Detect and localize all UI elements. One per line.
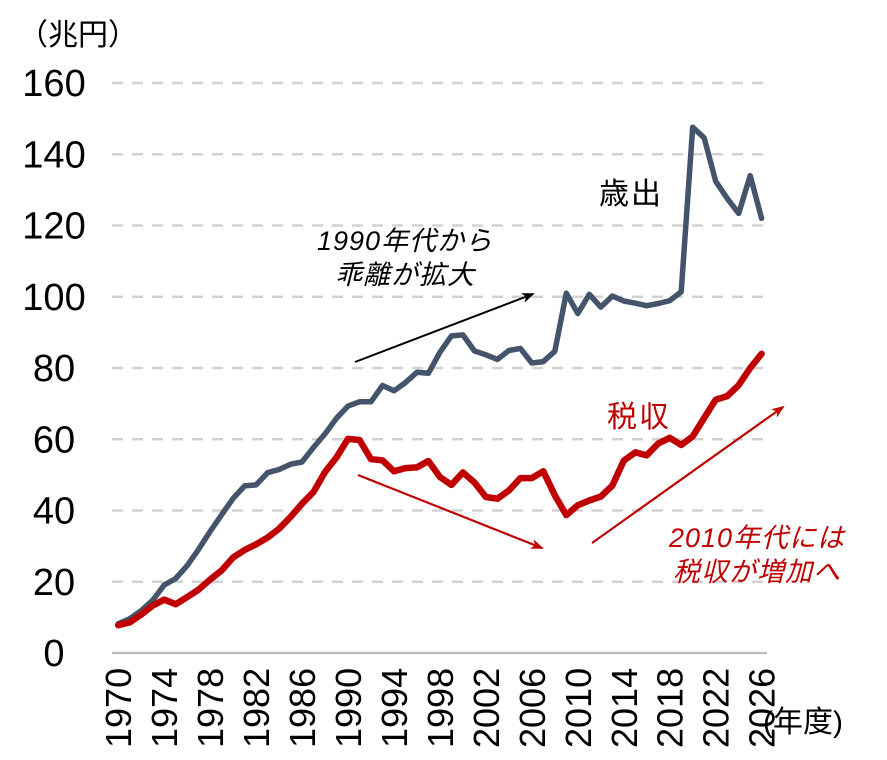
gridlines [112,81,767,655]
x-tick-2022: 2022 [696,668,737,748]
x-tick-1986: 1986 [282,668,323,748]
x-tick-2002: 2002 [466,668,507,748]
expenditure-line [115,124,765,627]
tax-revenue-line [114,350,765,629]
data-series-lines [114,124,765,629]
x-tick-2010: 2010 [558,668,599,748]
x-tick-2006: 2006 [512,668,553,748]
x-tick-2018: 2018 [650,668,691,748]
divergence-annotation-line2: 乖離が拡大 [335,260,475,290]
y-tick-20: 20 [33,562,75,604]
y-tick-100: 100 [22,277,85,319]
y-tick-60: 60 [33,419,75,461]
x-tick-1998: 1998 [420,668,461,748]
y-tick-120: 120 [22,206,85,248]
divergence-arrow [354,293,535,363]
x-axis-tick-labels: 1970 1974 1978 1982 1986 1990 1994 1998 2002 2006… [98,668,782,748]
x-tick-1990: 1990 [328,668,369,748]
x-tick-2026: 2026 [742,668,783,748]
x-tick-1978: 1978 [190,668,231,748]
x-tick-1970: 1970 [98,668,139,748]
tax-increase-annotation-line1: 2010年代には [668,523,846,553]
y-tick-80: 80 [33,348,75,390]
tax-increase-annotation: 2010年代には 税収が増加へ [650,521,864,589]
divergence-annotation: 1990年代から 乖離が拡大 [303,224,507,292]
x-tick-1982: 1982 [236,668,277,748]
x-axis-unit-label: (年度) [763,706,843,739]
x-tick-1994: 1994 [374,668,415,748]
x-tick-1974: 1974 [144,668,185,748]
y-axis-tick-labels: 0 20 40 60 80 100 120 140 160 [22,63,85,675]
y-tick-140: 140 [22,134,85,176]
tax-revenue-series-label: 税収 [607,401,671,434]
y-tick-160: 160 [22,63,85,105]
expenditure-series-label: 歳出 [599,178,663,211]
tax-increase-annotation-line2: 税収が増加へ [673,557,841,587]
y-tick-0: 0 [43,633,64,675]
tax-increase-arrow [591,405,785,544]
x-tick-2014: 2014 [604,668,645,748]
y-tick-40: 40 [33,491,75,533]
tax-decline-arrow [357,473,544,550]
divergence-annotation-line1: 1990年代から [316,226,494,256]
y-axis-unit-label: （兆円） [18,19,138,52]
